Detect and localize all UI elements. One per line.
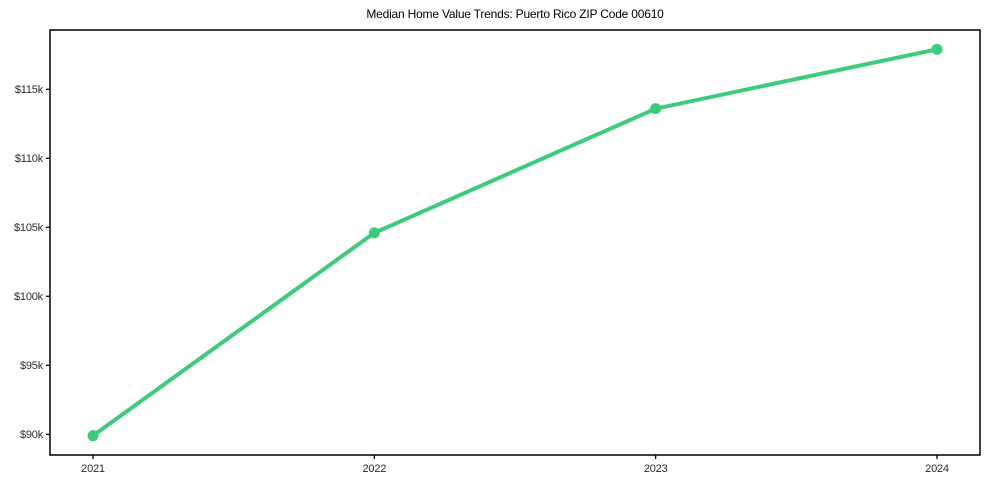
series-line	[91, 47, 939, 438]
data-point-marker	[87, 430, 99, 442]
data-point-marker	[931, 43, 943, 55]
x-tick-label: 2023	[644, 463, 668, 475]
data-point-marker	[368, 227, 380, 239]
y-tick-label: $110k	[15, 153, 44, 165]
x-tick-label: 2021	[81, 463, 105, 475]
plot-border	[49, 29, 981, 456]
x-tick-label: 2022	[362, 463, 386, 475]
y-tick-label: $95k	[20, 360, 44, 372]
y-tick-label: $115k	[15, 84, 44, 96]
y-tick-label: $100k	[14, 291, 44, 303]
x-tick-label: 2024	[925, 463, 949, 475]
y-tick-label: $105k	[14, 222, 44, 234]
data-point-marker	[650, 103, 662, 115]
y-tick-label: $90k	[20, 429, 44, 441]
chart-title: Median Home Value Trends: Puerto Rico ZI…	[366, 7, 664, 21]
